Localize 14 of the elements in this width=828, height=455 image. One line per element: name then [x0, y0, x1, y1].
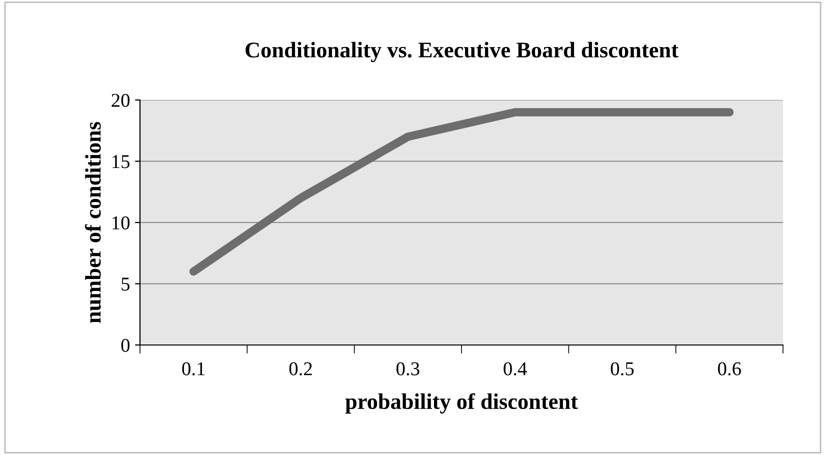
- x-tick-label: 0.2: [289, 362, 312, 376]
- x-tick-label: 0.4: [504, 362, 527, 376]
- chart-title: Conditionality vs. Executive Board discontent: [246, 42, 678, 62]
- y-axis-title: number of conditions: [84, 122, 101, 323]
- x-tick-label: 0.1: [182, 362, 205, 376]
- x-axis-title: probability of discontent: [345, 393, 578, 414]
- y-tick-label: 20: [112, 94, 130, 107]
- y-tick-label: 0: [121, 338, 130, 352]
- y-tick-label: 5: [122, 278, 130, 291]
- x-tick-label: 0.3: [396, 362, 420, 376]
- y-tick-label: 10: [112, 216, 130, 230]
- y-tick-label: 15: [112, 155, 130, 168]
- x-tick-label: 0.5: [610, 362, 634, 376]
- x-tick-label: 0.6: [718, 362, 741, 376]
